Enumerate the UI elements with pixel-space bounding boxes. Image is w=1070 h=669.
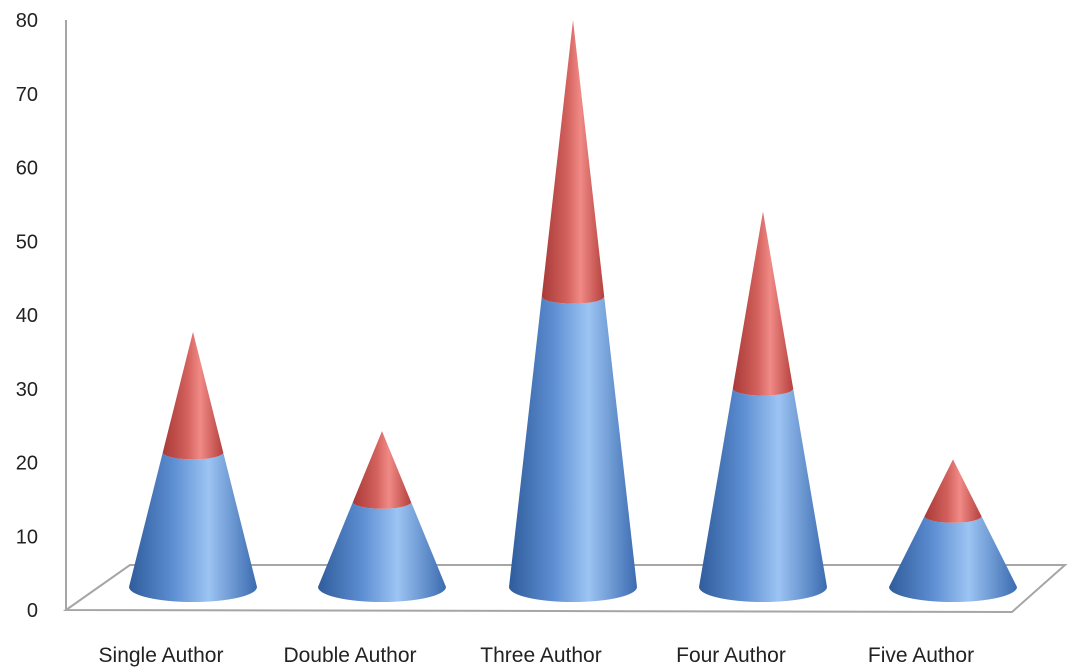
x-category-label: Five Author	[868, 644, 974, 667]
x-category-label: Four Author	[676, 644, 786, 667]
y-tick-label: 80	[16, 10, 38, 32]
cone-lower-segment	[318, 501, 446, 602]
x-category-label: Three Author	[480, 644, 601, 667]
x-category-label: Double Author	[283, 644, 416, 667]
y-tick-label: 60	[16, 158, 38, 180]
y-tick-label: 30	[16, 379, 38, 401]
chart-floor	[62, 564, 1068, 614]
y-tick-label: 40	[16, 305, 38, 327]
y-tick-label: 50	[16, 231, 38, 253]
cone-upper-segment	[732, 211, 794, 396]
cone-lower-segment	[509, 296, 637, 602]
cone-upper-segment	[352, 431, 412, 509]
cone-lower-segment	[129, 452, 257, 602]
y-tick-label: 20	[16, 453, 38, 475]
y-tick-label: 70	[16, 84, 38, 106]
cone-upper-segment	[541, 20, 605, 304]
cone-lower-segment	[699, 388, 827, 602]
x-category-label: Single Author	[99, 644, 224, 667]
y-tick-label: 10	[16, 526, 38, 548]
cone-upper-segment	[162, 331, 224, 460]
y-tick-label: 0	[27, 600, 38, 622]
cone-lower-segment	[889, 516, 1017, 602]
cone-upper-segment	[924, 459, 982, 523]
